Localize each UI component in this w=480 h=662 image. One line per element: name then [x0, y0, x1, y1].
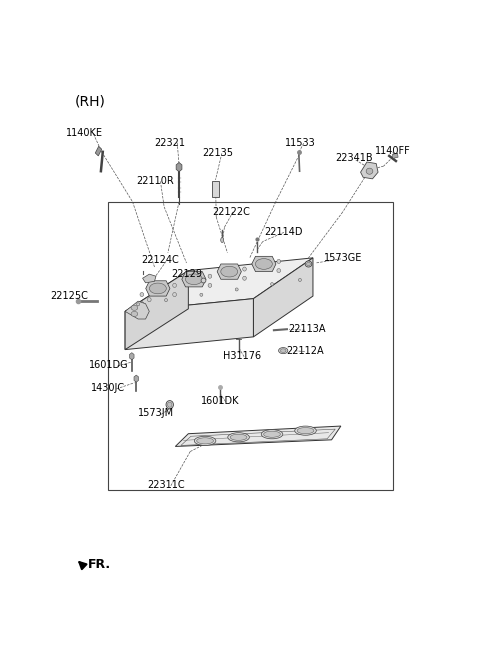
Text: 1601DK: 1601DK — [201, 396, 239, 406]
Ellipse shape — [140, 293, 144, 297]
Text: (RH): (RH) — [75, 95, 106, 109]
Ellipse shape — [235, 288, 238, 291]
Text: H31176: H31176 — [223, 351, 261, 361]
Ellipse shape — [277, 260, 281, 263]
Ellipse shape — [173, 293, 177, 297]
Ellipse shape — [297, 428, 314, 434]
Ellipse shape — [255, 259, 272, 269]
Text: 22311C: 22311C — [147, 480, 185, 490]
Text: 22110R: 22110R — [136, 176, 174, 187]
Ellipse shape — [230, 434, 247, 440]
Text: FR.: FR. — [88, 558, 111, 571]
Text: 22112A: 22112A — [287, 346, 324, 355]
Ellipse shape — [173, 283, 177, 287]
Ellipse shape — [264, 431, 280, 438]
Ellipse shape — [194, 436, 216, 446]
Polygon shape — [146, 281, 170, 296]
Text: 22129: 22129 — [171, 269, 202, 279]
Text: 11533: 11533 — [285, 138, 315, 148]
Ellipse shape — [197, 438, 214, 444]
Text: 1430JC: 1430JC — [91, 383, 125, 393]
Text: 22135: 22135 — [203, 148, 234, 158]
Ellipse shape — [243, 276, 246, 280]
Ellipse shape — [147, 298, 151, 302]
Ellipse shape — [243, 267, 246, 271]
Text: 1573JM: 1573JM — [138, 408, 174, 418]
Ellipse shape — [295, 426, 316, 435]
Ellipse shape — [307, 262, 311, 265]
Text: 22113A: 22113A — [288, 324, 326, 334]
Ellipse shape — [278, 348, 288, 354]
Ellipse shape — [168, 402, 172, 407]
Text: 22125C: 22125C — [50, 291, 88, 301]
Bar — [108, 202, 393, 490]
Text: 22122C: 22122C — [212, 207, 250, 217]
Text: 1573GE: 1573GE — [324, 253, 362, 263]
Bar — [393, 153, 398, 158]
Ellipse shape — [366, 168, 373, 174]
Text: 1601DG: 1601DG — [88, 360, 128, 370]
Ellipse shape — [149, 283, 166, 294]
Polygon shape — [182, 271, 206, 287]
Polygon shape — [252, 256, 276, 271]
Ellipse shape — [228, 433, 249, 442]
Text: 22321: 22321 — [154, 138, 185, 148]
Ellipse shape — [261, 430, 283, 439]
Ellipse shape — [200, 293, 203, 297]
Ellipse shape — [277, 269, 281, 273]
Ellipse shape — [131, 311, 138, 316]
Text: 1140FF: 1140FF — [375, 146, 411, 156]
Text: 22114D: 22114D — [264, 227, 302, 238]
Ellipse shape — [165, 299, 168, 302]
Text: 22341B: 22341B — [335, 154, 372, 164]
Text: 1140KE: 1140KE — [66, 128, 103, 138]
Text: 22124C: 22124C — [142, 256, 180, 265]
Polygon shape — [253, 258, 313, 337]
Ellipse shape — [271, 283, 274, 286]
Ellipse shape — [140, 302, 144, 306]
Ellipse shape — [208, 274, 212, 278]
Ellipse shape — [185, 274, 203, 285]
Ellipse shape — [280, 349, 286, 352]
Polygon shape — [143, 274, 156, 283]
Ellipse shape — [221, 238, 224, 242]
Bar — [212, 181, 219, 197]
Polygon shape — [175, 426, 341, 446]
Polygon shape — [125, 258, 313, 311]
Ellipse shape — [305, 261, 312, 267]
Polygon shape — [360, 162, 378, 179]
Polygon shape — [125, 301, 149, 319]
Ellipse shape — [166, 401, 173, 408]
Polygon shape — [125, 299, 253, 350]
Ellipse shape — [208, 283, 212, 287]
Ellipse shape — [221, 266, 238, 277]
Ellipse shape — [299, 279, 301, 281]
Ellipse shape — [137, 303, 140, 306]
Polygon shape — [125, 271, 188, 350]
Ellipse shape — [131, 305, 138, 310]
Polygon shape — [217, 264, 241, 279]
Bar — [95, 146, 102, 156]
